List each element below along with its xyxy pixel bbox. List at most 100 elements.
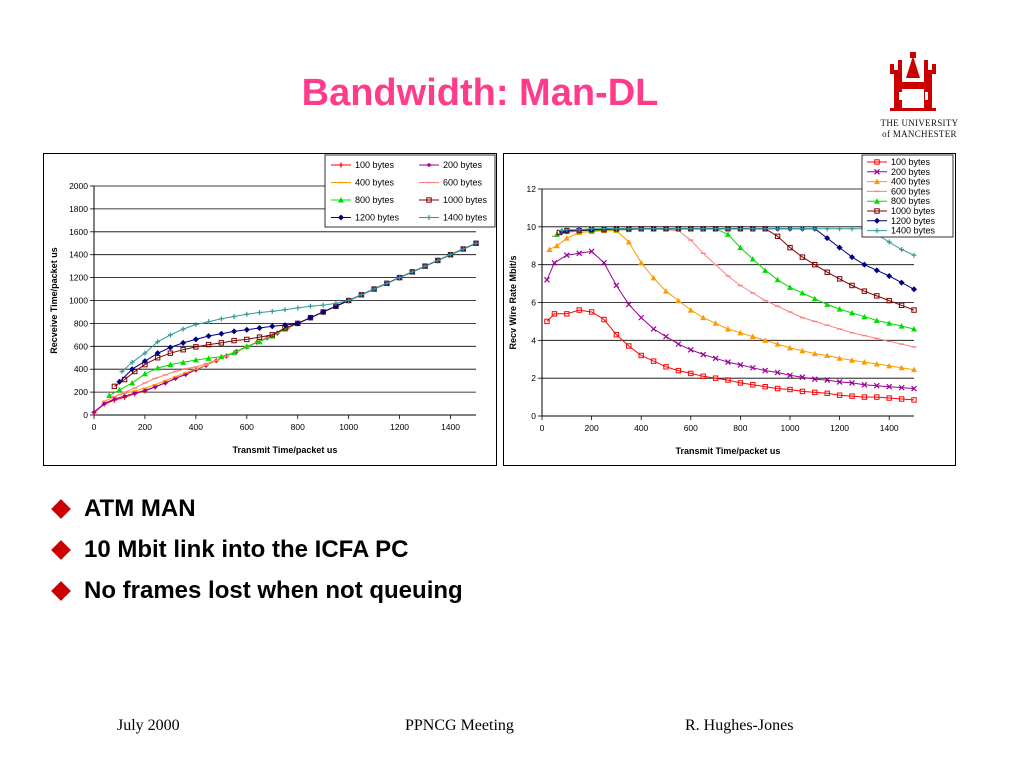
data-point bbox=[836, 392, 843, 398]
x-tick-label: 800 bbox=[733, 423, 747, 433]
data-point bbox=[231, 314, 237, 320]
data-point bbox=[163, 381, 168, 385]
data-point bbox=[799, 374, 806, 381]
data-point bbox=[849, 379, 855, 386]
data-point bbox=[911, 325, 917, 332]
data-point bbox=[873, 382, 880, 389]
data-point bbox=[346, 298, 352, 303]
y-tick-label: 800 bbox=[74, 318, 88, 328]
data-point bbox=[192, 357, 199, 363]
series-1000-bytes bbox=[556, 226, 917, 313]
y-tick-label: 10 bbox=[527, 222, 537, 232]
data-point bbox=[193, 344, 199, 350]
data-point bbox=[546, 246, 553, 253]
legend-label: 100 bytes bbox=[891, 157, 931, 167]
data-point bbox=[886, 362, 893, 369]
data-point bbox=[192, 336, 199, 343]
data-point bbox=[725, 231, 731, 237]
x-tick-label: 1200 bbox=[390, 422, 409, 432]
data-point bbox=[231, 328, 238, 335]
data-point bbox=[787, 226, 793, 232]
y-tick-label: 4 bbox=[531, 335, 536, 345]
data-point bbox=[688, 226, 694, 232]
data-point bbox=[155, 339, 161, 345]
data-point bbox=[333, 300, 339, 306]
data-point bbox=[564, 311, 570, 317]
data-point bbox=[687, 307, 694, 313]
data-point bbox=[553, 242, 560, 249]
data-point bbox=[205, 355, 212, 361]
data-point bbox=[625, 301, 632, 308]
bullet-text: ATM MAN bbox=[84, 494, 196, 522]
data-point bbox=[180, 326, 186, 332]
data-point bbox=[154, 350, 161, 357]
data-point bbox=[167, 361, 174, 368]
series-line bbox=[554, 228, 915, 348]
data-point bbox=[898, 396, 905, 402]
bullet-item: ATM MAN bbox=[51, 488, 463, 529]
data-point bbox=[774, 369, 781, 376]
legend-item: 1200 bytes bbox=[331, 213, 400, 223]
y-tick-label: 1800 bbox=[69, 204, 88, 214]
data-point bbox=[874, 293, 880, 299]
data-point bbox=[675, 297, 682, 304]
legend-label: 200 bytes bbox=[443, 160, 483, 170]
data-point bbox=[116, 386, 123, 393]
series-1400-bytes bbox=[119, 240, 479, 374]
y-tick-label: 8 bbox=[531, 260, 536, 270]
data-point bbox=[320, 308, 327, 315]
data-point bbox=[282, 307, 288, 313]
data-point bbox=[332, 303, 339, 310]
data-point bbox=[861, 288, 868, 294]
y-tick-label: 2 bbox=[531, 373, 536, 383]
data-point bbox=[409, 269, 415, 275]
data-point bbox=[774, 233, 781, 239]
data-point bbox=[651, 226, 657, 232]
data-point bbox=[824, 377, 831, 383]
data-point bbox=[397, 275, 403, 281]
data-point bbox=[448, 252, 454, 258]
data-point bbox=[588, 248, 595, 255]
data-point bbox=[650, 326, 657, 332]
data-point bbox=[180, 359, 187, 365]
legend-item: 600 bytes bbox=[867, 186, 931, 196]
x-tick-label: 600 bbox=[684, 423, 698, 433]
data-point bbox=[849, 393, 855, 399]
data-point bbox=[886, 395, 892, 401]
x-tick-label: 1400 bbox=[441, 422, 460, 432]
university-logo: THE UNIVERSITY of MANCHESTER bbox=[872, 52, 962, 142]
data-point bbox=[154, 365, 161, 371]
data-point bbox=[231, 349, 238, 356]
x-tick-label: 0 bbox=[540, 423, 545, 433]
data-point bbox=[774, 385, 781, 392]
data-point bbox=[180, 347, 186, 353]
legend-marker bbox=[874, 168, 880, 175]
data-point bbox=[886, 320, 893, 326]
data-point bbox=[811, 350, 818, 357]
footer-date: July 2000 bbox=[117, 717, 180, 734]
data-point bbox=[244, 336, 250, 343]
series-line bbox=[549, 230, 915, 371]
data-point bbox=[775, 226, 781, 232]
data-point bbox=[613, 282, 620, 289]
data-point bbox=[787, 386, 793, 393]
data-point bbox=[473, 240, 479, 246]
data-point bbox=[295, 305, 301, 311]
legend-item: 1200 bytes bbox=[867, 216, 936, 226]
data-point bbox=[663, 226, 669, 232]
data-point bbox=[638, 259, 645, 266]
data-point bbox=[750, 226, 756, 232]
data-point bbox=[911, 385, 917, 392]
data-point bbox=[92, 410, 96, 414]
bullet-item: No frames lost when not queuing bbox=[51, 570, 463, 611]
y-tick-label: 400 bbox=[74, 364, 88, 374]
data-point bbox=[873, 317, 880, 323]
x-tick-label: 1400 bbox=[880, 423, 899, 433]
data-point bbox=[675, 226, 681, 232]
logo-line1: THE UNIVERSITY bbox=[880, 118, 959, 128]
y-tick-label: 600 bbox=[74, 341, 88, 351]
legend-marker bbox=[874, 208, 880, 214]
data-point bbox=[269, 323, 276, 330]
data-point bbox=[122, 394, 127, 398]
y-tick-label: 12 bbox=[527, 184, 537, 194]
